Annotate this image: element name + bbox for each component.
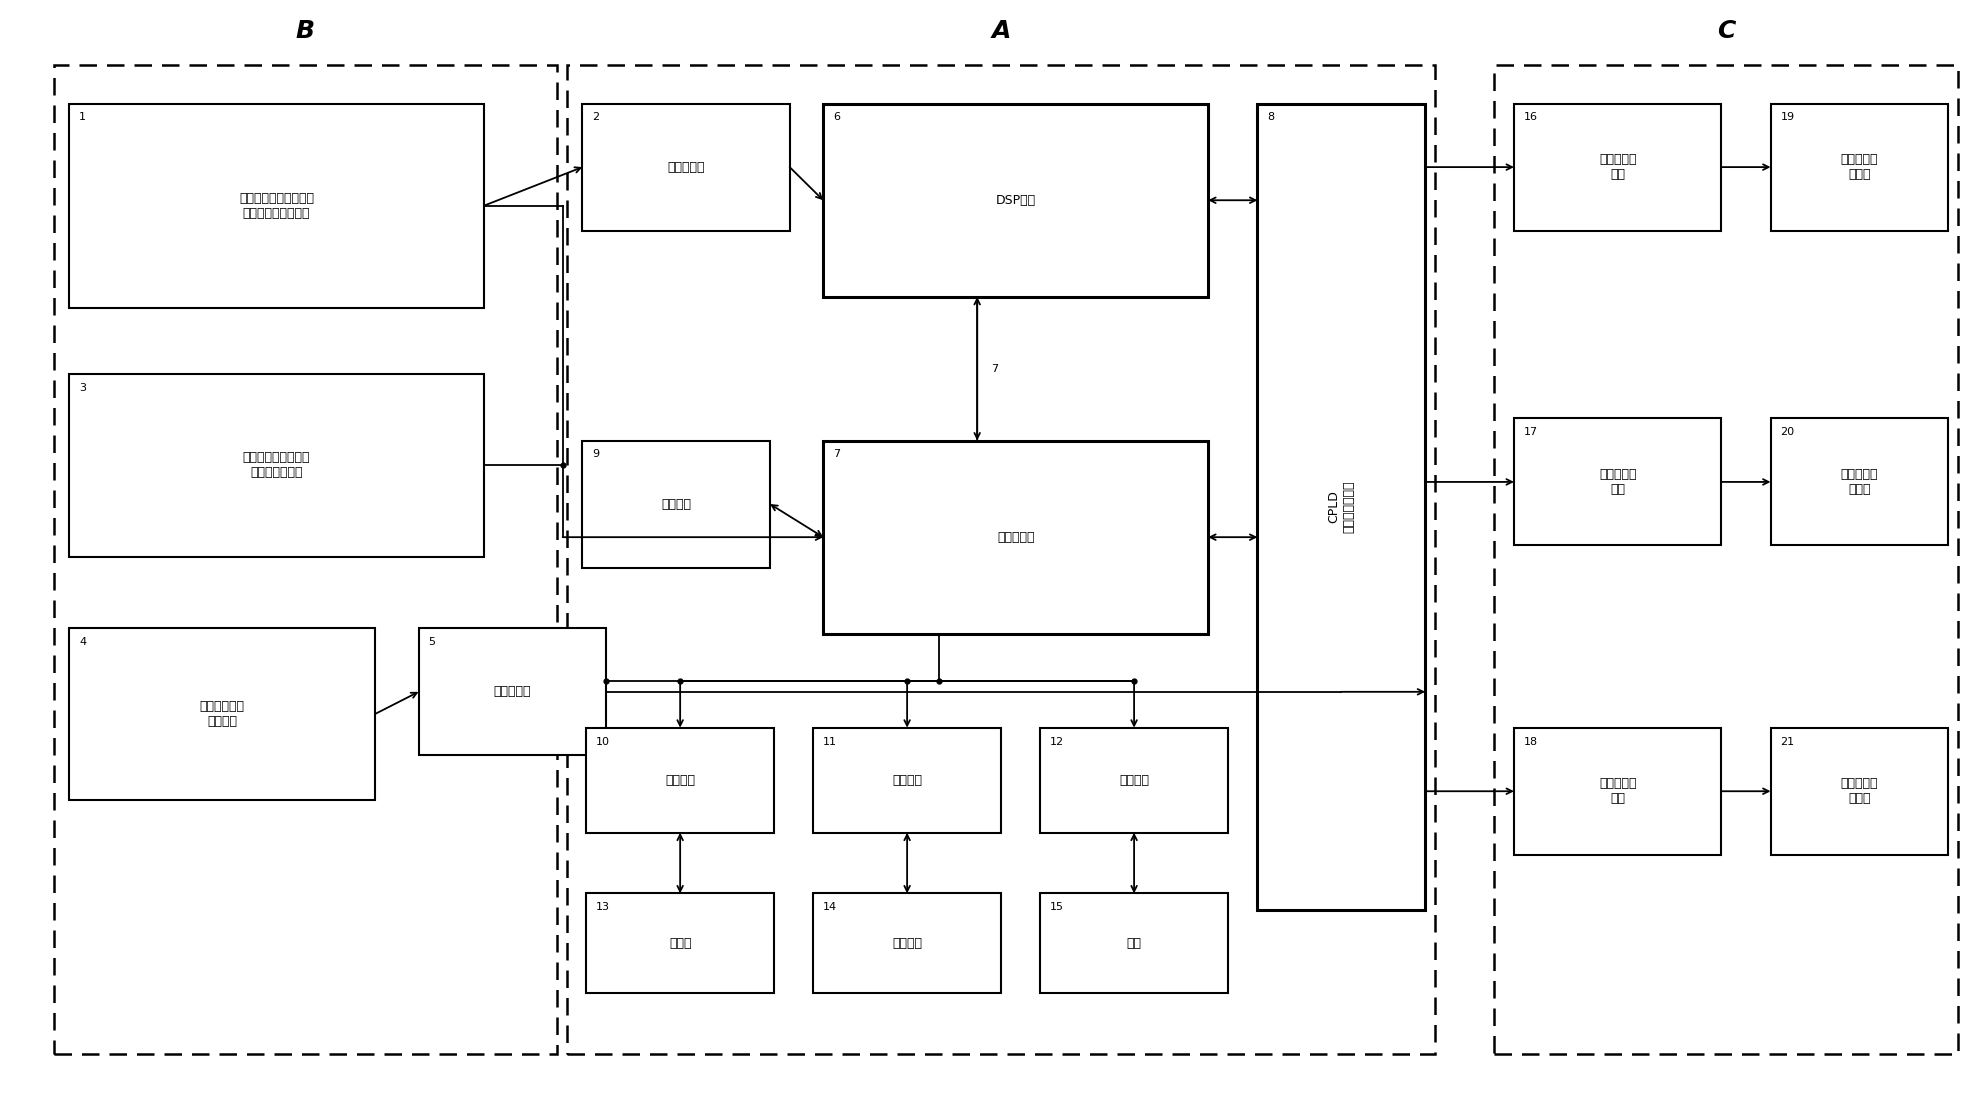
Bar bbox=[1041, 728, 1227, 833]
Text: 5: 5 bbox=[428, 637, 436, 647]
Text: A: A bbox=[991, 19, 1011, 42]
Bar bbox=[583, 441, 769, 568]
Text: 9: 9 bbox=[593, 450, 599, 460]
Bar bbox=[54, 65, 557, 1054]
Text: 6: 6 bbox=[832, 112, 840, 122]
Text: 液晶显示: 液晶显示 bbox=[892, 937, 922, 949]
Text: 漏方联动出
出回路: 漏方联动出 出回路 bbox=[1841, 777, 1879, 805]
Text: 信号预告开
出回路: 信号预告开 出回路 bbox=[1841, 467, 1879, 496]
Bar bbox=[1494, 65, 1958, 1054]
Text: 磁耦合器: 磁耦合器 bbox=[892, 774, 922, 787]
Bar bbox=[1514, 104, 1720, 230]
Bar bbox=[1041, 894, 1227, 993]
Bar bbox=[69, 629, 375, 799]
Bar bbox=[567, 65, 1435, 1054]
Text: 开关脱扣开
出回路: 开关脱扣开 出回路 bbox=[1841, 154, 1879, 181]
Bar bbox=[1770, 104, 1948, 230]
Bar bbox=[1514, 728, 1720, 855]
Text: 磁耦合器: 磁耦合器 bbox=[1120, 774, 1150, 787]
Text: 信号预处理: 信号预处理 bbox=[668, 160, 706, 174]
Bar bbox=[823, 441, 1209, 633]
Text: B: B bbox=[295, 19, 315, 42]
Text: 通信口: 通信口 bbox=[668, 937, 692, 949]
Text: 7: 7 bbox=[991, 364, 999, 374]
Text: 21: 21 bbox=[1780, 737, 1794, 747]
Bar bbox=[1514, 418, 1720, 545]
Text: 20: 20 bbox=[1780, 427, 1794, 437]
Text: DSP系统: DSP系统 bbox=[995, 194, 1037, 207]
Text: 磁耦合器: 磁耦合器 bbox=[666, 774, 696, 787]
Bar bbox=[1257, 104, 1425, 910]
Text: 8: 8 bbox=[1266, 112, 1274, 122]
Text: 18: 18 bbox=[1524, 737, 1538, 747]
Bar bbox=[587, 894, 773, 993]
Text: 3: 3 bbox=[79, 383, 85, 393]
Text: 17: 17 bbox=[1524, 427, 1538, 437]
Text: C: C bbox=[1716, 19, 1736, 42]
Text: 电缆接头温度量扩展
（温度传感器）: 电缆接头温度量扩展 （温度传感器） bbox=[242, 452, 311, 480]
Bar bbox=[813, 894, 1001, 993]
Bar bbox=[587, 728, 773, 833]
Bar bbox=[583, 104, 789, 230]
Text: 日历时钟: 日历时钟 bbox=[662, 498, 692, 511]
Bar bbox=[1770, 728, 1948, 855]
Bar bbox=[69, 374, 484, 556]
Text: 滤电支路剩余电流检测
（剩余电流互感器）: 滤电支路剩余电流检测 （剩余电流互感器） bbox=[240, 191, 313, 219]
Text: 11: 11 bbox=[823, 737, 836, 747]
Text: 单片机系统: 单片机系统 bbox=[997, 531, 1035, 543]
Text: CPLD
逻辑与组合系统: CPLD 逻辑与组合系统 bbox=[1328, 481, 1356, 533]
Text: 13: 13 bbox=[597, 903, 610, 913]
Text: 16: 16 bbox=[1524, 112, 1538, 122]
Text: 键盘: 键盘 bbox=[1126, 937, 1142, 949]
Text: 功率光电耦
合器: 功率光电耦 合器 bbox=[1599, 777, 1637, 805]
Text: 7: 7 bbox=[832, 450, 840, 460]
Text: 开关合分状态
检测回路: 开关合分状态 检测回路 bbox=[200, 700, 244, 728]
Bar bbox=[418, 629, 606, 756]
Text: 4: 4 bbox=[79, 637, 87, 647]
Bar bbox=[69, 104, 484, 308]
Text: 10: 10 bbox=[597, 737, 610, 747]
Text: 2: 2 bbox=[593, 112, 599, 122]
Text: 功率光电耦
合器: 功率光电耦 合器 bbox=[1599, 154, 1637, 181]
Text: 光电耦合器: 光电耦合器 bbox=[494, 686, 531, 698]
Text: 14: 14 bbox=[823, 903, 836, 913]
Text: 15: 15 bbox=[1050, 903, 1064, 913]
Text: 1: 1 bbox=[79, 112, 85, 122]
Text: 功率光电耦
合器: 功率光电耦 合器 bbox=[1599, 467, 1637, 496]
Text: 19: 19 bbox=[1780, 112, 1794, 122]
Bar bbox=[1770, 418, 1948, 545]
Text: 12: 12 bbox=[1050, 737, 1064, 747]
Bar bbox=[823, 104, 1209, 297]
Bar bbox=[813, 728, 1001, 833]
